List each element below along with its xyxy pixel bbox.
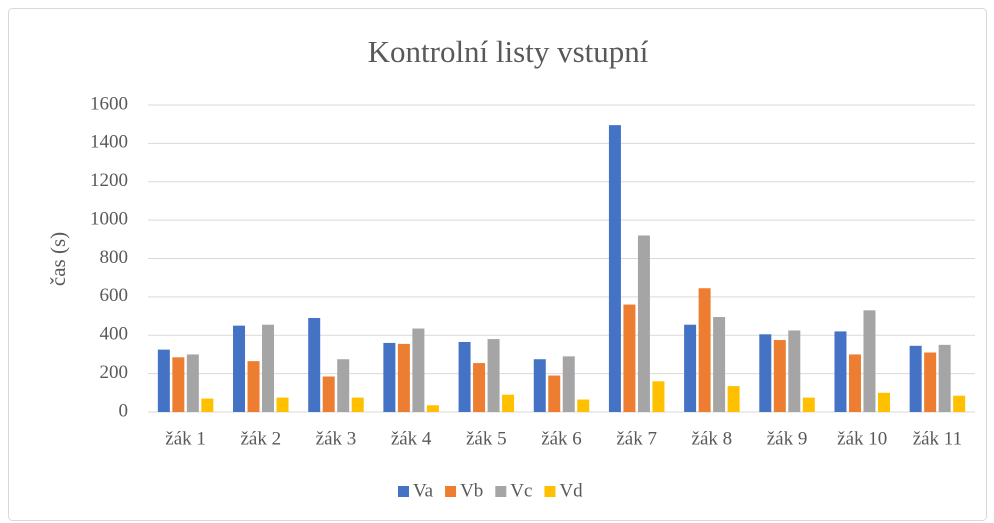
x-tick-label: žák 1 — [165, 428, 206, 449]
y-tick-label: 0 — [119, 400, 129, 421]
y-tick-label: 400 — [100, 324, 129, 345]
bar — [487, 339, 500, 412]
bar — [788, 330, 801, 412]
y-tick-label: 600 — [100, 285, 129, 306]
bar — [727, 386, 740, 412]
bar — [909, 345, 922, 412]
x-tick-label: žák 4 — [391, 428, 432, 449]
bar — [548, 375, 561, 412]
bar — [637, 235, 650, 412]
y-tick-label: 200 — [100, 362, 129, 383]
x-tick-label: žák 3 — [316, 428, 357, 449]
bar — [247, 361, 260, 412]
legend-label: Vc — [510, 480, 532, 501]
bar — [533, 359, 546, 412]
bar — [877, 392, 890, 412]
legend-label: Vd — [559, 480, 583, 501]
y-tick-label: 1400 — [90, 132, 128, 153]
bar — [383, 342, 396, 412]
bar — [233, 325, 246, 412]
y-axis-title: čas (s) — [46, 232, 70, 286]
bar — [863, 310, 876, 412]
legend-swatch — [445, 486, 457, 497]
x-tick-label: žák 11 — [913, 428, 962, 449]
bar — [426, 405, 439, 412]
bar — [924, 352, 937, 412]
bar — [262, 324, 275, 412]
bar — [201, 398, 214, 412]
bar — [502, 394, 515, 412]
bar — [577, 399, 590, 412]
x-tick-label: žák 10 — [837, 428, 887, 449]
legend-label: Vb — [460, 480, 483, 501]
x-tick-label: žák 5 — [466, 428, 507, 449]
bar — [473, 363, 486, 412]
legend-swatch — [495, 486, 507, 497]
bar — [322, 376, 335, 412]
bar — [759, 334, 772, 412]
bar — [802, 397, 815, 412]
x-tick-label: žák 6 — [541, 428, 582, 449]
bar — [562, 356, 575, 412]
y-tick-label: 1200 — [90, 170, 128, 191]
bar — [953, 395, 966, 412]
bar — [397, 343, 410, 412]
bar — [684, 324, 697, 412]
x-tick-label: žák 8 — [692, 428, 733, 449]
bar — [698, 288, 711, 412]
bar — [412, 328, 425, 412]
bar — [276, 397, 289, 412]
y-tick-label: 1600 — [90, 93, 128, 114]
chart-title: Kontrolní listy vstupní — [368, 34, 649, 69]
bar — [157, 349, 170, 412]
x-tick-label: žák 7 — [616, 428, 657, 449]
bar — [848, 354, 861, 412]
x-tick-label: žák 2 — [240, 428, 281, 449]
x-tick-label: žák 9 — [767, 428, 808, 449]
bar — [337, 359, 350, 412]
bar — [834, 331, 847, 412]
bar — [938, 344, 951, 412]
bar — [773, 340, 786, 412]
bar — [652, 381, 665, 412]
legend-label: Va — [413, 480, 434, 501]
y-tick-label: 1000 — [90, 208, 128, 229]
bar — [608, 125, 621, 412]
bar — [186, 354, 199, 412]
bar — [308, 317, 321, 412]
bar — [623, 304, 636, 412]
bar — [172, 357, 185, 412]
y-tick-label: 800 — [100, 247, 129, 268]
bar — [458, 341, 471, 412]
bar — [713, 317, 726, 412]
bar — [351, 397, 364, 412]
legend-swatch — [398, 486, 409, 497]
legend-swatch — [544, 486, 556, 497]
